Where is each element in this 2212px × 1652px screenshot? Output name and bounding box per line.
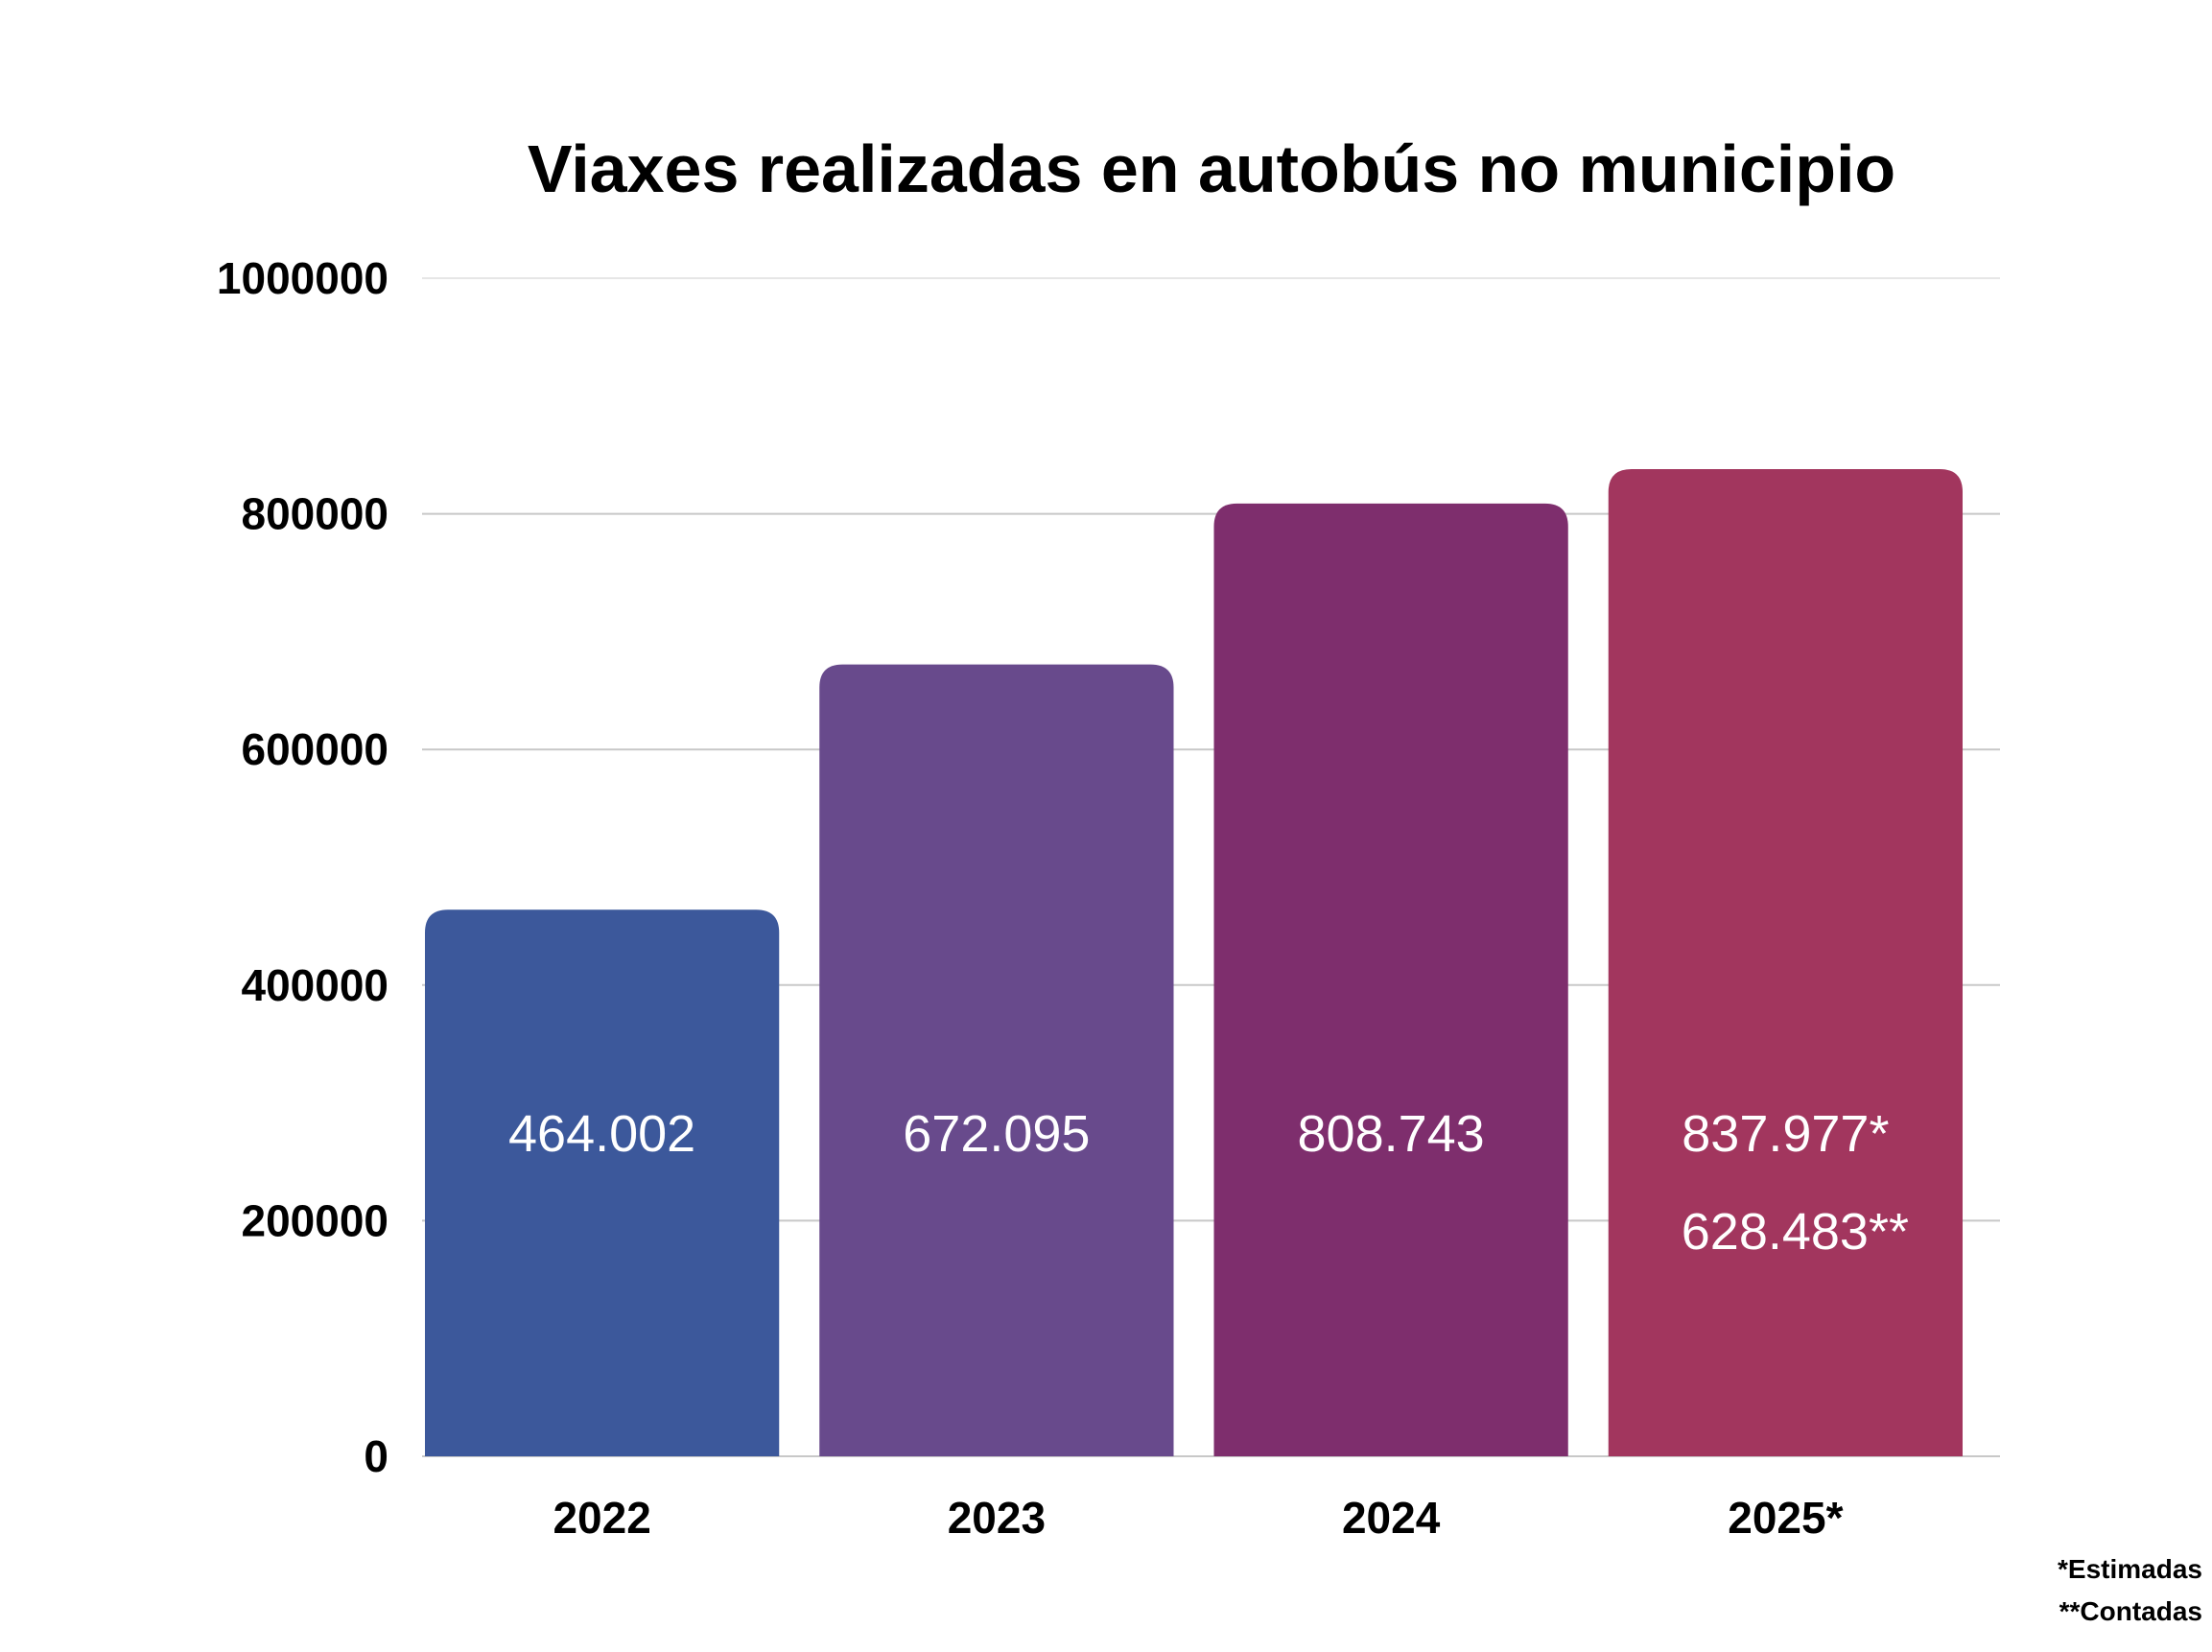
x-tick-label: 2022: [553, 1493, 650, 1543]
y-tick-label: 200000: [242, 1195, 389, 1245]
bar-value-label: 672.095: [903, 1105, 1090, 1163]
bar-2023: [819, 664, 1174, 1456]
y-tick-label: 400000: [242, 960, 389, 1010]
bar-extra-value-label: 628.483**: [1682, 1203, 1909, 1261]
y-axis-ticks: 0 200000 400000 600000 800000 1000000: [217, 253, 388, 1481]
y-tick-label: 600000: [242, 724, 389, 774]
y-tick-label: 800000: [242, 489, 389, 539]
bars: [425, 468, 1963, 1456]
bar-2024: [1213, 503, 1568, 1456]
x-tick-label: 2025*: [1728, 1493, 1843, 1543]
bar-2022: [425, 909, 780, 1456]
x-axis-ticks: 2022 2023 2024 2025*: [553, 1493, 1843, 1543]
bar-value-label: 808.743: [1298, 1105, 1485, 1163]
x-tick-label: 2024: [1342, 1493, 1441, 1543]
footnote-counted: **Contadas: [2059, 1596, 2202, 1626]
bar-2025: [1608, 468, 1963, 1456]
data-labels: 464.002 672.095 808.743 837.977* 628.483**: [508, 1105, 1909, 1261]
chart-title: Viaxes realizadas en autobús no municipi…: [528, 131, 1895, 206]
bar-value-label: 837.977*: [1682, 1105, 1889, 1163]
footnote-estimated: *Estimadas: [2058, 1554, 2202, 1584]
x-tick-label: 2023: [948, 1493, 1046, 1543]
y-tick-label: 0: [364, 1431, 388, 1481]
bar-value-label: 464.002: [508, 1105, 695, 1163]
y-tick-label: 1000000: [217, 253, 388, 303]
